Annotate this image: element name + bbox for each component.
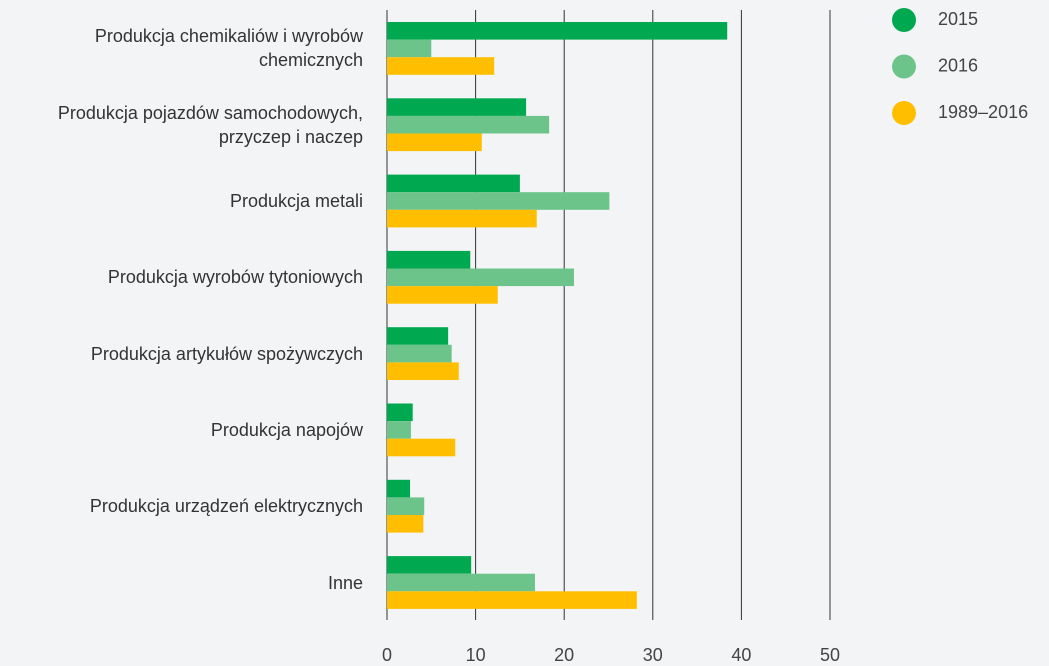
bar — [387, 327, 449, 345]
bar — [387, 268, 574, 287]
category-label: Produkcja pojazdów samochodowych, przycz… — [57, 102, 363, 147]
bar — [387, 209, 537, 228]
bar — [387, 39, 432, 58]
x-tick-label: 20 — [554, 645, 574, 665]
bar — [387, 174, 520, 193]
bar — [387, 421, 411, 439]
bar — [387, 57, 495, 75]
category-label: Produkcja chemikaliów i wyrobów chemiczn… — [94, 26, 363, 71]
bar — [387, 22, 728, 40]
bar — [387, 286, 498, 304]
legend-label: 2015 — [938, 9, 978, 29]
bar — [387, 133, 482, 152]
bar — [387, 591, 637, 609]
legend-swatch — [892, 101, 916, 125]
category-label: Produkcja wyrobów tytoniowych — [107, 267, 363, 288]
category-label: Produkcja napojów — [210, 419, 363, 440]
bar — [387, 192, 610, 210]
x-tick-label: 30 — [643, 645, 663, 665]
bar — [387, 98, 527, 116]
category-label: Produkcja metali — [229, 191, 363, 211]
legend-swatch — [892, 8, 916, 32]
bar — [387, 115, 550, 134]
category-label: Produkcja urządzeń elektrycznych — [89, 496, 363, 517]
bar — [387, 515, 424, 533]
x-tick-label: 50 — [820, 645, 840, 665]
legend-label: 1989–2016 — [938, 102, 1028, 122]
x-tick-label: 10 — [466, 645, 486, 665]
bar — [387, 479, 411, 498]
bar — [387, 573, 535, 592]
bar — [387, 362, 459, 380]
legend-label: 2016 — [938, 55, 978, 75]
bar — [387, 556, 472, 574]
x-tick-label: 40 — [731, 645, 751, 665]
bar — [387, 497, 425, 515]
bar — [387, 403, 413, 422]
legend-swatch — [892, 54, 916, 79]
bar — [387, 344, 452, 363]
bar — [387, 438, 456, 457]
bar — [387, 250, 471, 269]
x-tick-label: 0 — [382, 645, 392, 665]
category-label: Inne — [327, 572, 363, 593]
category-label: Produkcja artykułów spożywczych — [90, 343, 363, 364]
